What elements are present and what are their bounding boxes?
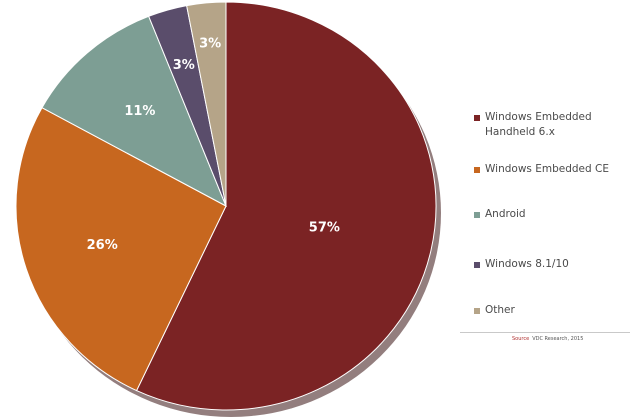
- legend-label: Windows Embedded Handheld 6.x: [485, 111, 592, 138]
- legend-item: Windows Embedded Handheld 6.x: [474, 110, 635, 140]
- legend-swatch: [474, 308, 480, 314]
- pie-slice: [135, 1, 437, 411]
- pie-slice: [186, 1, 227, 207]
- pie-data-label: 3%: [173, 58, 195, 73]
- legend-item: Other: [474, 303, 635, 318]
- pie-data-label: 26%: [87, 238, 118, 253]
- pie-slice: [41, 15, 227, 208]
- legend-swatch: [474, 212, 480, 218]
- pie-data-label: 11%: [124, 104, 155, 119]
- legend-item: Android: [474, 207, 635, 222]
- pie-data-label: 57%: [309, 220, 340, 235]
- pie-data-label: 3%: [199, 37, 221, 52]
- legend-item: Windows 8.1/10: [474, 257, 635, 272]
- legend-label: Other: [485, 304, 515, 316]
- legend-swatch: [474, 167, 480, 173]
- source-text: VDC Research, 2015: [532, 336, 584, 342]
- source-divider: [460, 332, 630, 333]
- legend-label: Windows 8.1/10: [485, 258, 569, 270]
- legend-swatch: [474, 115, 480, 121]
- legend-label: Android: [485, 208, 526, 220]
- pie-labels: 57% 26% 11% 3% 3%: [87, 37, 340, 254]
- pie-slices: [15, 1, 437, 411]
- source-key: Source: [512, 336, 530, 342]
- legend-swatch: [474, 262, 480, 268]
- legend-item: Windows Embedded CE: [474, 162, 635, 177]
- legend-label: Windows Embedded CE: [485, 163, 609, 175]
- source-note: Source VDC Research, 2015: [512, 336, 583, 342]
